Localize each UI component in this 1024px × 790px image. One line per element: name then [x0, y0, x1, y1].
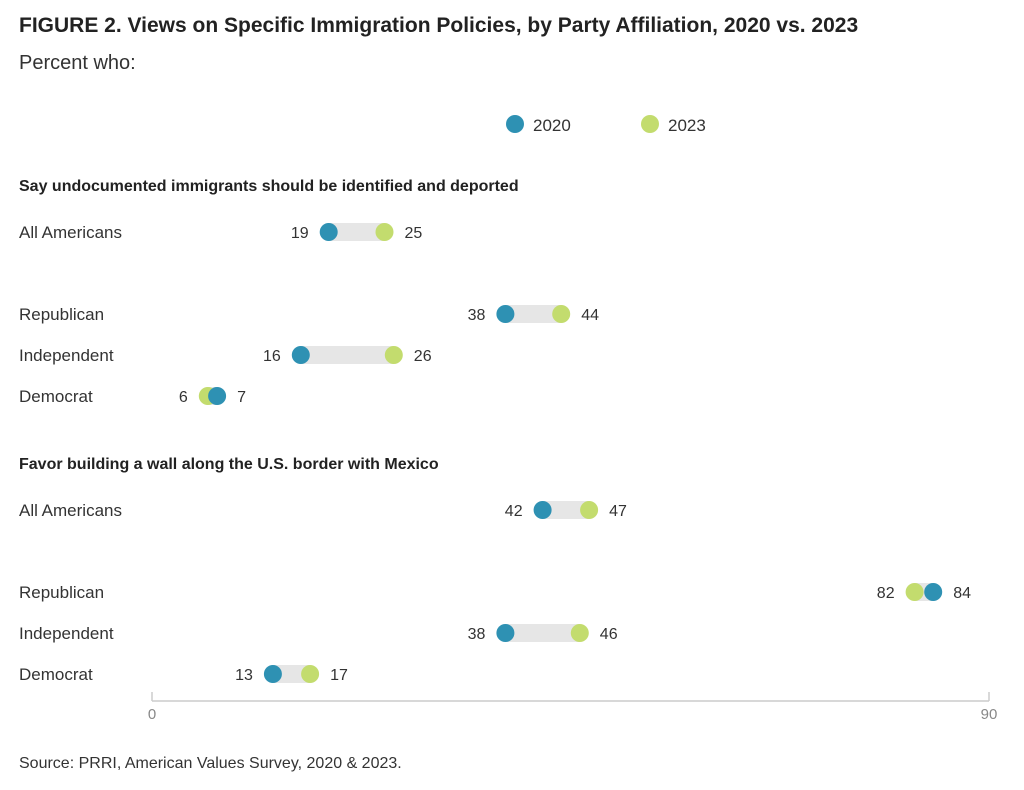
row-label: Independent: [19, 624, 114, 643]
legend-marker-2023: [641, 115, 659, 133]
dot-2020: [319, 223, 338, 241]
dot-2023: [375, 223, 394, 241]
value-label-low: 19: [291, 225, 309, 242]
row-label: Democrat: [19, 387, 93, 406]
dot-2023: [384, 346, 403, 364]
dot-2023: [552, 305, 571, 323]
chart-subtitle: Percent who:: [19, 52, 136, 74]
value-label-high: 26: [414, 348, 432, 365]
value-label-high: 7: [237, 389, 246, 406]
value-label-low: 82: [877, 585, 895, 602]
value-label-high: 47: [609, 503, 627, 520]
legend-label-2020: 2020: [533, 116, 571, 135]
value-label-low: 38: [468, 307, 486, 324]
group-title: Say undocumented immigrants should be id…: [19, 178, 519, 195]
value-label-low: 13: [235, 667, 253, 684]
chart-title: FIGURE 2. Views on Specific Immigration …: [19, 14, 859, 37]
connector-bar: [300, 346, 394, 364]
dot-2020: [533, 501, 552, 519]
chart-source: Source: PRRI, American Values Survey, 20…: [19, 755, 402, 772]
value-label-low: 16: [263, 348, 281, 365]
dot-2020: [496, 624, 515, 642]
value-label-low: 6: [179, 389, 188, 406]
connector-bar: [542, 501, 590, 519]
dot-2020: [496, 305, 515, 323]
dot-2023: [301, 665, 320, 683]
row-label: Republican: [19, 583, 104, 602]
legend-label-2023: 2023: [668, 116, 706, 135]
x-tick-label: 0: [148, 706, 156, 723]
value-label-high: 17: [330, 667, 348, 684]
connector-bar: [328, 223, 385, 241]
connector-bar: [505, 624, 580, 642]
row-label: All Americans: [19, 501, 122, 520]
dot-2020: [208, 387, 227, 405]
dot-2023: [905, 583, 924, 601]
dot-2023: [580, 501, 599, 519]
dot-2020: [263, 665, 282, 683]
connector-bar: [505, 305, 562, 323]
row-label: Independent: [19, 346, 114, 365]
connector-bar: [272, 665, 311, 683]
value-label-high: 25: [405, 225, 423, 242]
row-label: All Americans: [19, 223, 122, 242]
value-label-low: 38: [468, 626, 486, 643]
value-label-low: 42: [505, 503, 523, 520]
value-label-high: 44: [581, 307, 599, 324]
row-label: Republican: [19, 305, 104, 324]
dot-2020: [291, 346, 310, 364]
dot-2020: [924, 583, 943, 601]
dot-2023: [570, 624, 589, 642]
value-label-high: 46: [600, 626, 618, 643]
value-label-high: 84: [953, 585, 971, 602]
row-label: Democrat: [19, 665, 93, 684]
x-tick-label: 90: [981, 706, 998, 723]
group-title: Favor building a wall along the U.S. bor…: [19, 456, 439, 473]
legend-marker-2020: [506, 115, 524, 133]
